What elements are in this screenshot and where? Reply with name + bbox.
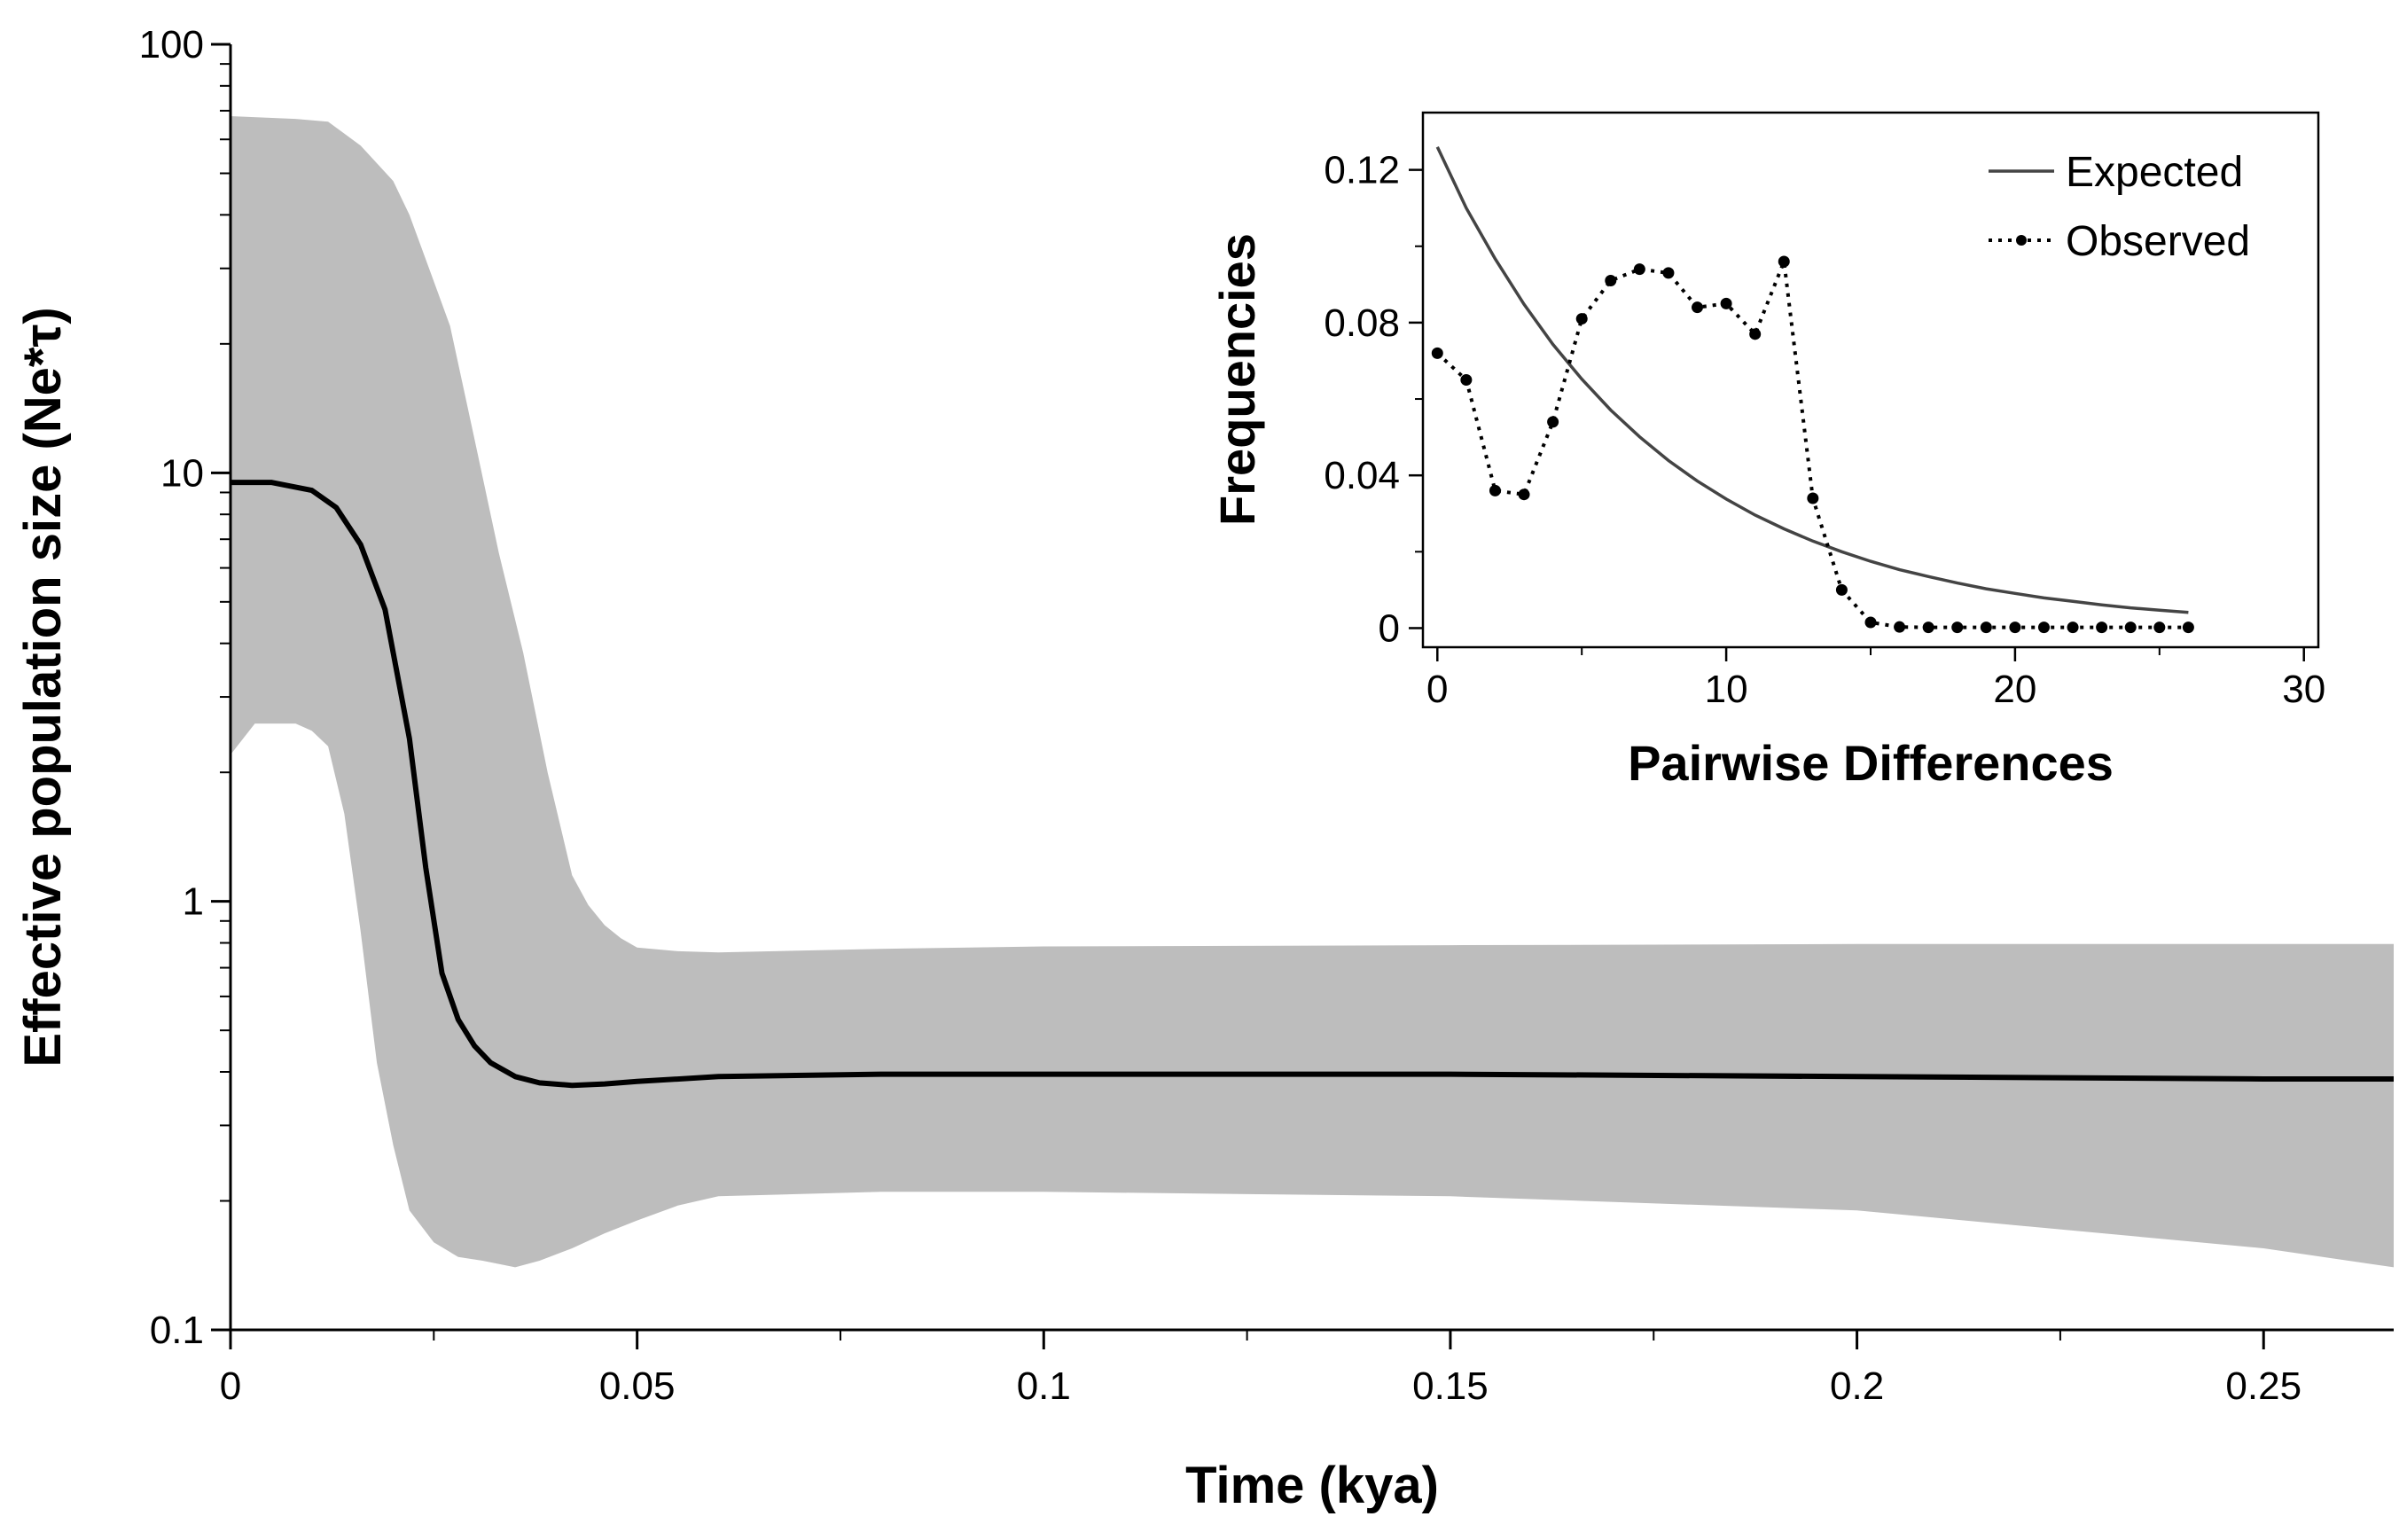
confidence-band bbox=[231, 116, 2394, 1268]
observed-point bbox=[2067, 621, 2079, 634]
main-x-tick-label: 0.2 bbox=[1830, 1364, 1884, 1408]
main-x-tick-label: 0 bbox=[220, 1364, 241, 1408]
main-y-tick-label: 1 bbox=[183, 880, 204, 924]
main-y-tick-label: 10 bbox=[160, 451, 204, 495]
observed-point bbox=[1633, 263, 1645, 276]
inset-y-tick-label: 0 bbox=[1379, 606, 1400, 650]
inset-x-tick-label: 10 bbox=[1705, 668, 1748, 711]
main-x-tick-label: 0.05 bbox=[599, 1364, 676, 1408]
observed-point bbox=[1547, 416, 1559, 428]
inset-x-ticks: 0 10 20 30 bbox=[1426, 647, 2325, 711]
observed-point bbox=[1922, 621, 1934, 634]
main-x-ticks: 0 0.05 0.1 0.15 0.2 0.25 bbox=[220, 1330, 2301, 1408]
observed-point bbox=[1864, 616, 1877, 629]
observed-point bbox=[2009, 621, 2021, 634]
observed-point bbox=[1431, 347, 1443, 359]
main-x-tick-label: 0.15 bbox=[1412, 1364, 1489, 1408]
main-x-tick-label: 0.25 bbox=[2225, 1364, 2301, 1408]
inset-x-tick-label: 20 bbox=[1993, 668, 2036, 711]
legend: Expected Observed bbox=[1989, 149, 2250, 265]
observed-point bbox=[1605, 275, 1617, 287]
inset-y-axis-title: Frequencies bbox=[1209, 233, 1265, 526]
legend-observed-label: Observed bbox=[2066, 218, 2250, 265]
inset-y-tick-label: 0.04 bbox=[1324, 454, 1400, 497]
observed-point bbox=[2153, 621, 2166, 634]
observed-point bbox=[2037, 621, 2050, 634]
observed-point bbox=[1460, 374, 1473, 386]
observed-point bbox=[2096, 621, 2108, 634]
inset-y-tick-label: 0.08 bbox=[1324, 301, 1400, 345]
inset-x-axis-title: Pairwise Differences bbox=[1628, 735, 2114, 791]
main-y-tick-label: 100 bbox=[139, 23, 204, 66]
main-y-ticks: 0.1 1 10 100 bbox=[139, 23, 231, 1352]
inset-y-ticks: 0 0.04 0.08 0.12 bbox=[1324, 149, 1423, 650]
observed-point bbox=[2182, 621, 2194, 634]
observed-point bbox=[1489, 484, 1501, 496]
observed-point bbox=[1518, 489, 1530, 501]
observed-point bbox=[1951, 621, 1964, 634]
main-x-tick-label: 0.1 bbox=[1017, 1364, 1071, 1408]
observed-point bbox=[2124, 621, 2137, 634]
inset-frame bbox=[1421, 111, 2320, 649]
legend-observed-marker bbox=[2016, 235, 2027, 246]
observed-point bbox=[1778, 255, 1790, 268]
inset-x-tick-label: 0 bbox=[1426, 668, 1448, 711]
observed-point bbox=[1894, 621, 1906, 633]
legend-expected-label: Expected bbox=[2066, 149, 2243, 196]
observed-point bbox=[1575, 313, 1588, 325]
median-line bbox=[231, 480, 2394, 1089]
inset-y-tick-label: 0.12 bbox=[1324, 149, 1400, 192]
observed-point bbox=[1720, 297, 1732, 309]
main-y-tick-label: 0.1 bbox=[150, 1309, 204, 1352]
observed-markers bbox=[1431, 255, 2194, 634]
observed-point bbox=[1662, 267, 1675, 279]
observed-point bbox=[1749, 328, 1762, 340]
observed-point bbox=[1835, 583, 1848, 596]
observed-point bbox=[1980, 621, 1992, 634]
main-y-axis-title: Effective population size (Ne*τ) bbox=[14, 307, 72, 1067]
inset-x-tick-label: 30 bbox=[2282, 668, 2325, 711]
expected-line bbox=[1435, 146, 2189, 614]
main-x-axis-title: Time (kya) bbox=[1185, 1457, 1439, 1514]
observed-point bbox=[1692, 301, 1704, 314]
observed-point bbox=[1807, 492, 1819, 504]
inset-chart: 0 0.04 0.08 0.12 0 10 20 30 Pairwise Differenc… bbox=[1209, 111, 2325, 791]
